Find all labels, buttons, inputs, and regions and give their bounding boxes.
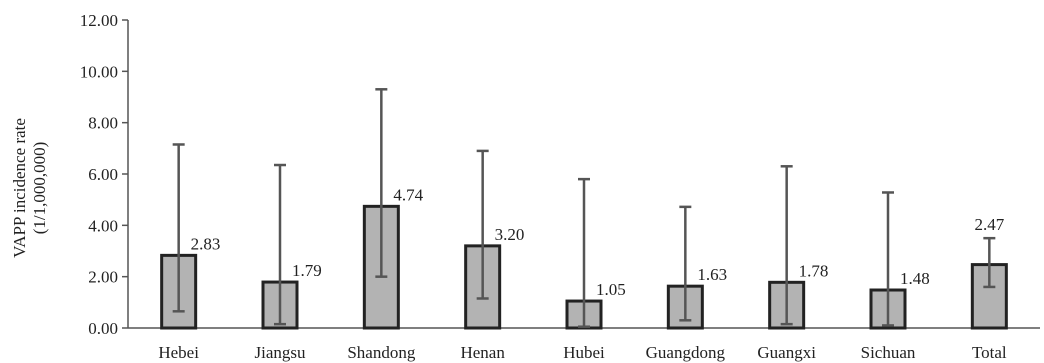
category-label-henan: Henan (460, 343, 505, 362)
category-label-group: Hebei Jiangsu Shandong Henan Hubei Guangdong G… (158, 343, 1007, 362)
y-tick-label: 10.00 (80, 62, 118, 81)
data-label-jiangsu: 1.79 (292, 261, 322, 280)
y-tick-label: 4.00 (88, 216, 118, 235)
y-tick-label: 0.00 (88, 319, 118, 338)
y-tick-label: 8.00 (88, 114, 118, 133)
data-label-hubei: 1.05 (596, 280, 626, 299)
category-label-shandong: Shandong (347, 343, 416, 362)
error-bar-group (172, 88, 996, 328)
data-label-sichuan: 1.48 (900, 269, 930, 288)
category-label-jiangsu: Jiangsu (255, 343, 307, 362)
y-tick-label: 6.00 (88, 165, 118, 184)
y-axis-title-line-1: VAPP incidence rate (10, 118, 29, 258)
category-label-guangdong: Guangdong (646, 343, 726, 362)
category-label-hubei: Hubei (563, 343, 605, 362)
y-tick-label: 2.00 (88, 268, 118, 287)
data-label-total: 2.47 (974, 215, 1004, 234)
data-label-guangxi: 1.78 (799, 261, 829, 280)
data-label-shandong: 4.74 (393, 185, 423, 204)
data-label-hebei: 2.83 (191, 234, 221, 253)
category-label-total: Total (972, 343, 1007, 362)
category-label-guangxi: Guangxi (757, 343, 816, 362)
data-label-group: 2.83 1.79 4.74 3.20 1.05 1.63 1.78 1.48 2.47 (191, 185, 1005, 299)
data-label-guangdong: 1.63 (697, 265, 727, 284)
y-axis-title-line-2: (1/1,000,000) (30, 142, 49, 235)
category-label-sichuan: Sichuan (861, 343, 916, 362)
category-label-hebei: Hebei (158, 343, 199, 362)
y-tick-label: 12.00 (80, 11, 118, 30)
y-axis-ticks: 0.00 2.00 4.00 6.00 8.00 10.00 12.00 (80, 11, 128, 338)
data-label-henan: 3.20 (495, 225, 525, 244)
y-axis-title: VAPP incidence rate (1/1,000,000) (10, 118, 49, 258)
